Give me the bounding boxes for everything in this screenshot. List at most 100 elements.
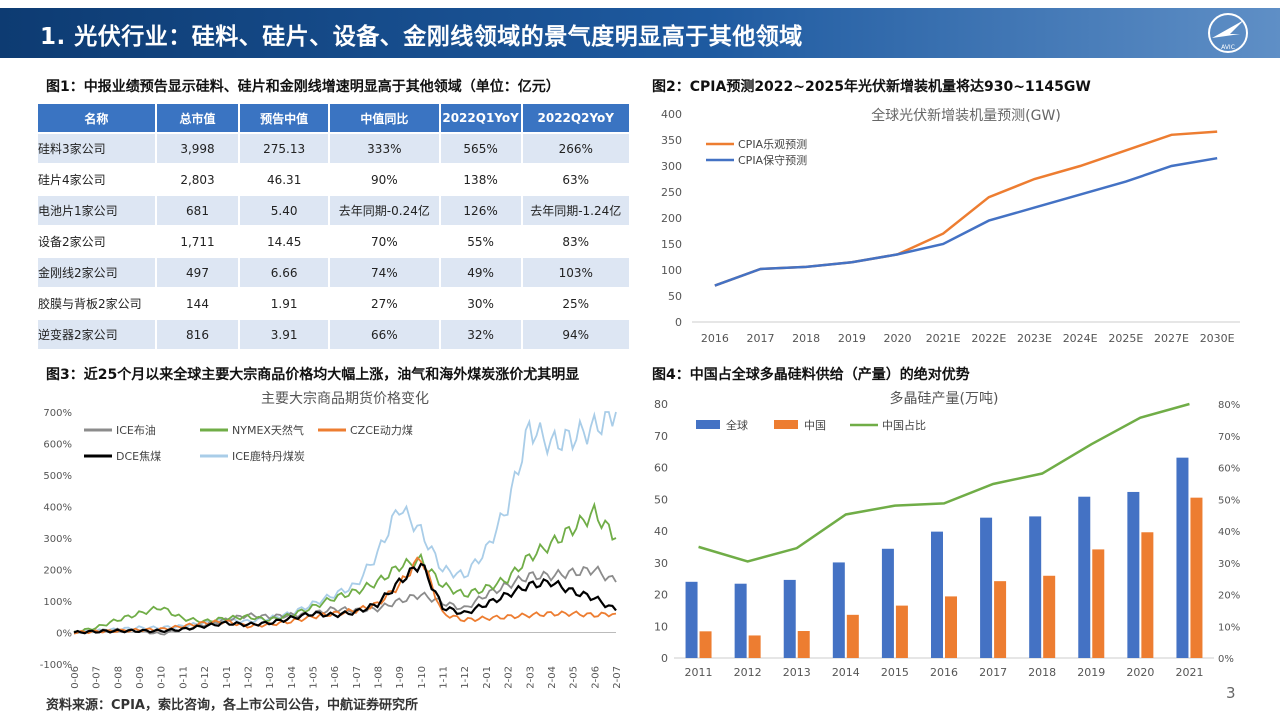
table-cell: 66% — [330, 320, 439, 349]
table-cell: 103% — [522, 258, 629, 287]
x-tick-label: 21-04 — [287, 666, 298, 689]
table-cell: 3.91 — [240, 320, 328, 349]
bar-global — [734, 583, 747, 658]
y-tick-label: 700% — [43, 408, 72, 419]
y-tick-label: 60 — [654, 462, 668, 475]
series-line-conservative — [714, 156, 1218, 287]
y2-tick-label: 30% — [1218, 559, 1240, 570]
series-line — [73, 565, 617, 636]
x-tick-label: 22-03 — [525, 666, 536, 689]
legend-label: 全球 — [726, 418, 748, 432]
x-tick-label: 2025E — [1108, 332, 1143, 345]
table-cell: 46.31 — [240, 165, 328, 194]
bar-china — [1092, 549, 1105, 658]
table-row: 逆变器2家公司 816 3.91 66% 32% 94% — [38, 320, 629, 349]
table-cell: 816 — [156, 320, 239, 349]
x-tick-label: 2017 — [979, 666, 1007, 679]
x-tick-label: 20-12 — [200, 666, 211, 689]
fig2-line-chart: 全球光伏新增装机量预测(GW) 0 50 100 150 200 250 300 350 400 2… — [661, 107, 1240, 345]
x-tick-label: 21-11 — [439, 666, 450, 689]
x-tick-label: 22-06 — [590, 666, 601, 689]
table-cell: 275.13 — [240, 134, 328, 163]
bar-global — [881, 548, 894, 658]
table-cell: 25% — [522, 289, 629, 318]
y-tick-label: 100% — [43, 597, 72, 608]
table-cell: 565% — [440, 134, 521, 163]
table-cell: 144 — [156, 289, 239, 318]
x-tick-label: 21-05 — [308, 666, 319, 689]
legend-label: DCE焦煤 — [116, 450, 161, 463]
y-tick-label: 250 — [661, 186, 682, 199]
y-tick-label: 150 — [661, 238, 682, 251]
table-cell: 3,998 — [156, 134, 239, 163]
x-tick-label: 2023E — [1017, 332, 1052, 345]
bar-global — [1127, 491, 1140, 658]
y-tick-label: 300% — [43, 534, 72, 545]
table-header-cell: 2022Q2YoY — [522, 104, 629, 132]
table-cell: 5.40 — [240, 196, 328, 225]
x-tick-label: 22-01 — [482, 666, 493, 689]
x-tick-label: 2012 — [734, 666, 762, 679]
table-cell: 497 — [156, 258, 239, 287]
x-tick-label: 21-09 — [395, 666, 406, 689]
table-cell: 硅片4家公司 — [38, 165, 155, 194]
table-cell: 63% — [522, 165, 629, 194]
x-tick-label: 2021 — [1175, 666, 1203, 679]
bar-china — [994, 581, 1007, 658]
y-tick-label: -100% — [40, 660, 72, 671]
table-header-cell: 预告中值 — [240, 104, 328, 132]
x-tick-label: 21-10 — [417, 666, 428, 689]
bar-global — [1078, 496, 1091, 658]
series-line — [73, 556, 617, 635]
table-header-cell: 名称 — [38, 104, 155, 132]
y2-tick-label: 50% — [1218, 495, 1240, 506]
series-line-china-share — [698, 402, 1190, 563]
x-tick-label: 21-12 — [460, 666, 471, 689]
y-tick-label: 200 — [661, 212, 682, 225]
series-line — [73, 501, 617, 634]
table-row: 硅片4家公司 2,803 46.31 90% 138% 63% — [38, 165, 629, 194]
fig3-caption: 图3：近25个月以来全球主要大宗商品价格均大幅上涨，油气和海外煤炭涨价尤其明显 — [46, 367, 580, 383]
table-cell: 32% — [440, 320, 521, 349]
table-cell: 逆变器2家公司 — [38, 320, 155, 349]
legend-label: 中国 — [804, 419, 826, 432]
x-tick-label: 21-03 — [265, 666, 276, 689]
bar-china — [1190, 497, 1203, 658]
y-tick-label: 10 — [654, 620, 668, 633]
logo-text: AVIC — [1221, 44, 1235, 51]
x-tick-label: 2030E — [1200, 332, 1235, 345]
legend-label: 中国占比 — [882, 418, 926, 432]
y-tick-label: 50 — [668, 290, 682, 303]
x-tick-label: 2020 — [1126, 666, 1154, 679]
table-cell: 2,803 — [156, 165, 239, 194]
x-tick-label: 2019 — [1077, 666, 1105, 679]
table-row: 设备2家公司 1,711 14.45 70% 55% 83% — [38, 227, 629, 256]
bar-china — [945, 596, 957, 658]
performance-table: 名称 总市值 预告中值 中值同比 2022Q1YoY 2022Q2YoY 硅料3家公司 3,… — [36, 102, 631, 351]
y2-tick-label: 0% — [1218, 654, 1234, 665]
table-cell: 266% — [522, 134, 629, 163]
table-cell: 去年同期-0.24亿 — [330, 196, 439, 225]
x-tick-label: 2015 — [881, 666, 909, 679]
x-tick-label: 2020 — [884, 332, 912, 345]
page-number: 3 — [1226, 684, 1236, 702]
legend-label: CPIA保守预测 — [738, 153, 807, 167]
bar-global — [685, 581, 698, 658]
x-tick-label: 21-07 — [352, 666, 363, 689]
bar-china — [1141, 532, 1154, 658]
legend-label: CZCE动力煤 — [350, 424, 413, 437]
fig4-combo-chart: 多晶硅产量(万吨) 0 10 20 30 40 50 60 70 80 0% 10% 20% 30% 40%… — [654, 390, 1240, 679]
y-tick-label: 40 — [654, 525, 668, 538]
y2-tick-label: 20% — [1218, 591, 1240, 602]
x-tick-label: 21-08 — [374, 666, 385, 689]
slide-header: 1. 光伏行业：硅料、硅片、设备、金刚线领域的景气度明显高于其他领域 AVIC — [0, 8, 1280, 58]
table-cell: 138% — [440, 165, 521, 194]
legend-swatch — [696, 420, 720, 429]
table-cell: 去年同期-1.24亿 — [522, 196, 629, 225]
fig1-caption: 图1：中报业绩预告显示硅料、硅片和金刚线增速明显高于其他领域（单位：亿元） — [46, 79, 560, 95]
x-tick-label: 21-06 — [330, 666, 341, 689]
y-tick-label: 0 — [675, 316, 682, 329]
series-line — [73, 411, 617, 634]
x-tick-label: 20-07 — [92, 666, 103, 689]
fig3-line-chart: 主要大宗商品期货价格变化 -100% 0% 100% 200% 300% 400% 500% 6… — [40, 390, 623, 689]
